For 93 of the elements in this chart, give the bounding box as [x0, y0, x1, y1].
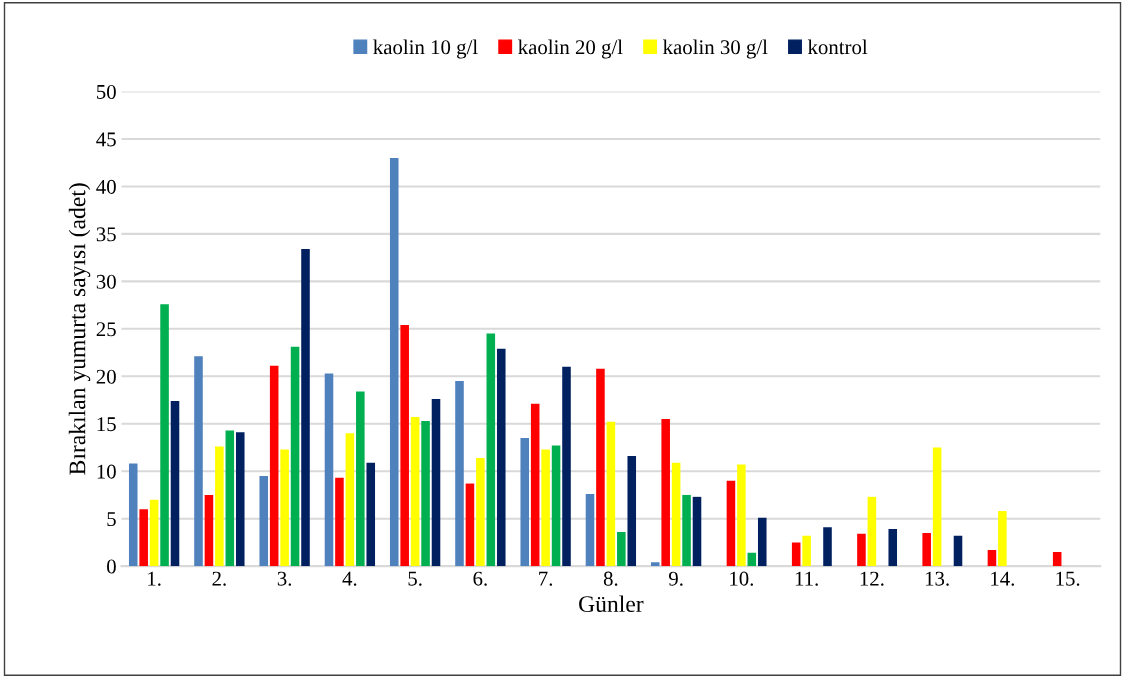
- bar: [476, 457, 485, 567]
- x-tick-label: 13.: [925, 571, 949, 586]
- bar: [259, 475, 269, 567]
- x-tick-label: 3.: [277, 571, 292, 586]
- bar: [530, 403, 540, 567]
- bar: [280, 449, 289, 567]
- legend-label: kontrol: [807, 39, 868, 55]
- bar: [170, 400, 180, 567]
- bar: [225, 430, 235, 567]
- bar: [692, 496, 702, 567]
- bar: [520, 437, 530, 567]
- y-tick-label: 0: [107, 559, 116, 574]
- bar: [757, 517, 767, 567]
- y-tick-label: 20: [96, 369, 116, 384]
- legend-label: kaolin 30 g/l: [663, 39, 768, 59]
- x-tick-label: 2.: [212, 571, 226, 586]
- x-tick-label: 14.: [991, 571, 1015, 586]
- x-tick-label: 11.: [795, 571, 818, 586]
- x-tick-label: 5.: [408, 571, 422, 586]
- bar: [366, 462, 376, 567]
- bar: [953, 535, 963, 567]
- bar: [149, 499, 159, 567]
- y-tick-label: 25: [96, 322, 116, 337]
- bar: [650, 562, 660, 567]
- bar: [486, 333, 496, 567]
- bar: [290, 346, 300, 567]
- bar: [606, 421, 616, 567]
- bar: [922, 532, 931, 567]
- bar: [737, 464, 746, 567]
- y-tick-label: 10: [97, 464, 116, 479]
- y-tick-label: 15: [97, 417, 116, 432]
- legend-label: kaolin 20 g/l: [518, 39, 623, 59]
- bar: [802, 535, 811, 567]
- bar: [139, 509, 148, 567]
- bar: [987, 549, 997, 567]
- bar: [562, 366, 571, 567]
- x-tick-label: 6.: [473, 571, 487, 586]
- bar: [496, 348, 506, 567]
- x-tick-label: 15.: [1056, 571, 1080, 586]
- bar: [465, 483, 475, 567]
- x-tick-label: 1.: [148, 571, 161, 586]
- bar: [269, 365, 279, 567]
- bar: [301, 249, 310, 567]
- x-tick-label: 8.: [603, 571, 618, 586]
- bar: [235, 432, 245, 567]
- bar: [661, 419, 670, 567]
- bar: [671, 462, 681, 567]
- bar: [617, 531, 626, 567]
- x-tick-label: 12.: [860, 571, 884, 586]
- bar: [204, 494, 214, 567]
- x-tick-label: 7.: [539, 571, 553, 586]
- bar: [1052, 551, 1062, 567]
- bar: [345, 433, 355, 567]
- bar: [627, 456, 637, 567]
- x-tick-label: 9.: [668, 571, 683, 586]
- y-tick-label: 50: [97, 84, 116, 99]
- bar: [867, 496, 877, 567]
- bar: [998, 511, 1007, 567]
- bar: [551, 445, 561, 567]
- bar: [160, 304, 169, 567]
- y-axis-title: Bırakılan yumurta sayısı (adet): [68, 183, 91, 475]
- bar: [335, 477, 344, 567]
- bar: [455, 381, 464, 567]
- bar: [585, 493, 595, 567]
- bar: [791, 542, 801, 567]
- bar: [857, 533, 866, 567]
- bar: [888, 529, 898, 567]
- bar: [541, 449, 550, 567]
- bar: [932, 447, 942, 567]
- y-tick-label: 35: [96, 227, 116, 242]
- legend-label: kaolin 10 g/l: [373, 39, 478, 59]
- bar: [215, 446, 224, 567]
- bar: [596, 368, 605, 567]
- x-tick-label: 4.: [342, 571, 357, 586]
- bar: [128, 463, 138, 567]
- y-tick-label: 5: [107, 512, 116, 527]
- y-tick-label: 40: [96, 179, 116, 194]
- y-tick-label: 30: [96, 274, 116, 289]
- bar: [726, 480, 736, 567]
- bar: [823, 527, 832, 567]
- bar: [421, 420, 430, 567]
- x-axis-title: Günler: [579, 595, 644, 613]
- bar: [410, 417, 420, 567]
- bar: [356, 391, 365, 567]
- bar: [400, 325, 409, 567]
- bar: [324, 373, 334, 567]
- y-tick-label: 45: [96, 132, 116, 147]
- bar: [747, 552, 757, 567]
- bar: [389, 157, 399, 567]
- x-tick-label: 10.: [730, 571, 754, 586]
- bar: [194, 356, 203, 567]
- bar: [431, 399, 441, 567]
- bar: [682, 494, 691, 567]
